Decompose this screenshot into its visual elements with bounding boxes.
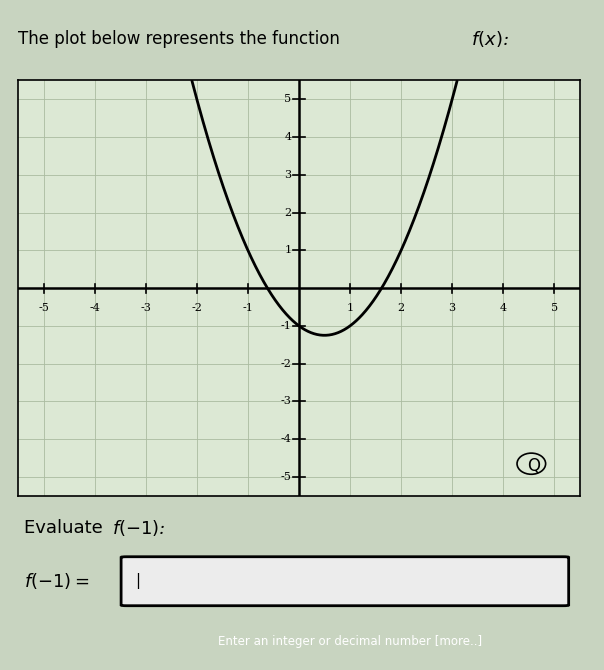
Text: -1: -1 xyxy=(280,321,291,331)
Text: -5: -5 xyxy=(38,304,49,313)
FancyBboxPatch shape xyxy=(121,557,568,606)
Text: 2: 2 xyxy=(284,208,291,218)
Text: -3: -3 xyxy=(140,304,151,313)
Text: -2: -2 xyxy=(191,304,202,313)
Text: The plot below represents the function: The plot below represents the function xyxy=(18,29,345,48)
Text: -5: -5 xyxy=(280,472,291,482)
Text: -4: -4 xyxy=(280,434,291,444)
Text: 3: 3 xyxy=(284,170,291,180)
Text: 5: 5 xyxy=(284,94,291,105)
Text: Q: Q xyxy=(527,456,541,474)
Text: -4: -4 xyxy=(89,304,100,313)
Text: 1: 1 xyxy=(347,304,353,313)
Text: Evaluate: Evaluate xyxy=(24,519,108,537)
Text: 1: 1 xyxy=(284,245,291,255)
Text: 3: 3 xyxy=(449,304,456,313)
Text: -1: -1 xyxy=(242,304,253,313)
Text: -2: -2 xyxy=(280,358,291,369)
Text: Enter an integer or decimal number [more..]: Enter an integer or decimal number [more… xyxy=(218,635,483,648)
Text: 5: 5 xyxy=(551,304,558,313)
Text: $f(x)$:: $f(x)$: xyxy=(471,29,509,48)
Text: |: | xyxy=(135,574,141,589)
Text: 2: 2 xyxy=(397,304,405,313)
Text: 4: 4 xyxy=(500,304,507,313)
Text: $f(-1) =$: $f(-1) =$ xyxy=(24,572,89,591)
Text: 4: 4 xyxy=(284,132,291,142)
Text: -3: -3 xyxy=(280,397,291,407)
Text: $f(-1)$:: $f(-1)$: xyxy=(112,518,166,537)
